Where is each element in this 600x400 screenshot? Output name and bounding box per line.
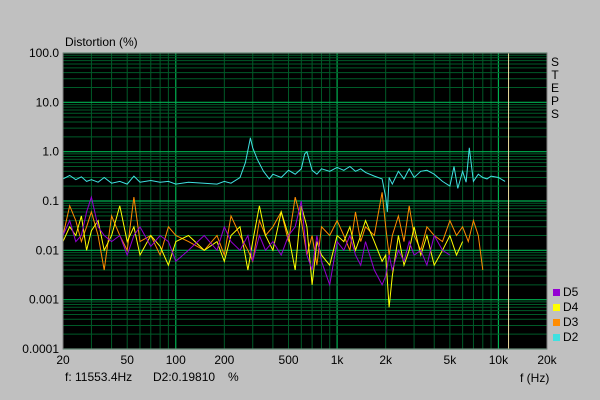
x-tick-label: 1k	[331, 353, 345, 367]
y-axis-label: Distortion (%)	[65, 35, 138, 49]
series-line-d2	[62, 137, 506, 212]
x-tick-label: 20k	[537, 353, 557, 367]
legend-label-d2: D2	[563, 330, 579, 344]
frequency-readout: f: 11553.4Hz	[65, 370, 133, 384]
legend-label-d4: D4	[563, 300, 579, 314]
x-tick-label: 10k	[489, 353, 509, 367]
x-tick-labels: 20 50 100 200 500 1k 2k 5k 10k 20k	[56, 353, 557, 367]
x-tick-label: 2k	[379, 353, 393, 367]
side-label-letter: E	[551, 81, 559, 95]
x-tick-label: 100	[166, 353, 186, 367]
legend-swatch-d3	[553, 319, 560, 326]
y-tick-label: 0.0001	[22, 342, 59, 356]
unit-readout: %	[228, 370, 239, 384]
y-tick-label: 10.0	[36, 95, 60, 109]
series-line-d5	[62, 195, 451, 287]
y-tick-label: 1.0	[42, 145, 59, 159]
y-tick-label: 0.001	[29, 293, 59, 307]
side-label-letter: T	[551, 68, 559, 82]
x-axis-label: f (Hz)	[520, 371, 549, 385]
series-lines	[62, 137, 506, 308]
x-tick-label: 50	[121, 353, 135, 367]
grid-lines	[62, 52, 548, 350]
x-tick-label: 200	[214, 353, 234, 367]
side-label-letter: P	[551, 94, 559, 108]
legend-swatch-d2	[553, 334, 560, 341]
side-label-letter: S	[551, 55, 559, 69]
plot-border	[62, 52, 548, 350]
x-tick-label: 5k	[444, 353, 458, 367]
legend-label-d3: D3	[563, 315, 579, 329]
legend-swatch-d4	[553, 304, 560, 311]
y-tick-labels: 100.0 10.0 1.0 0.1 0.01 0.001 0.0001	[22, 46, 59, 356]
legend-label-d5: D5	[563, 285, 579, 299]
y-tick-label: 0.01	[36, 243, 60, 257]
legend-swatch-d5	[553, 289, 560, 296]
x-tick-label: 500	[279, 353, 299, 367]
x-tick-label: 20	[56, 353, 70, 367]
y-tick-label: 0.1	[42, 194, 59, 208]
value-readout: D2:0.19810	[153, 370, 216, 384]
side-label-letter: S	[551, 107, 559, 121]
y-tick-label: 100.0	[29, 46, 59, 60]
